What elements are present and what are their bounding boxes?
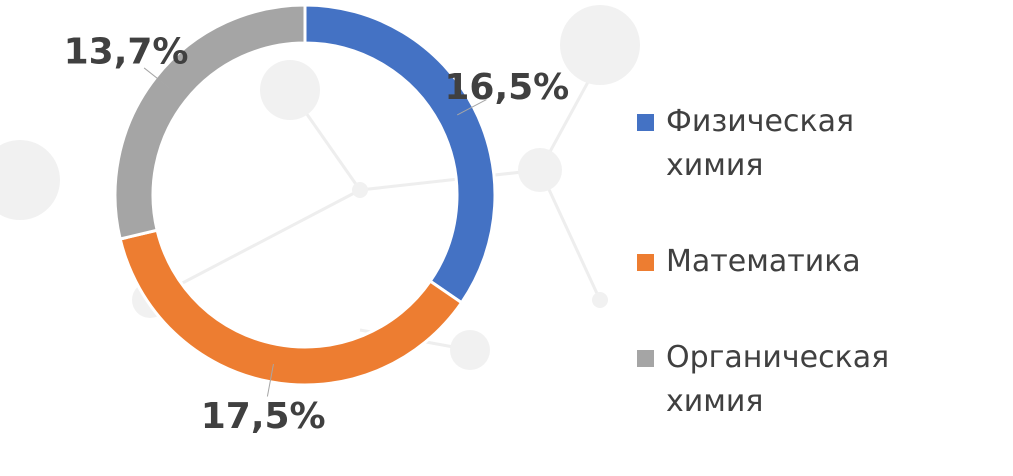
legend: Физическая химия Математика Органическая х…	[637, 100, 1007, 476]
legend-swatch	[637, 254, 654, 271]
leader-line	[457, 99, 487, 116]
leader-line	[266, 363, 274, 397]
leader-line	[143, 67, 171, 89]
legend-item: Физическая химия	[637, 100, 1007, 188]
chart: 16,5% 17,5% 13,7% Физическая химия Математи…	[0, 3, 889, 437]
legend-swatch	[637, 114, 654, 131]
legend-label: Органическая химия	[666, 340, 890, 419]
donut-slice	[118, 228, 464, 387]
legend-label: Физическая химия	[666, 104, 854, 183]
data-label: 13,7%	[64, 32, 189, 73]
chart-canvas: 16,5% 17,5% 13,7%	[0, 3, 640, 437]
data-label: 17,5%	[201, 396, 326, 437]
legend-swatch	[637, 350, 654, 367]
data-label: 16,5%	[444, 67, 569, 108]
donut-slice	[113, 3, 307, 241]
donut: 16,5% 17,5% 13,7%	[64, 3, 569, 437]
legend-label: Математика	[666, 244, 861, 279]
legend-item: Математика	[637, 240, 1007, 284]
legend-item: Органическая химия	[637, 336, 1007, 424]
